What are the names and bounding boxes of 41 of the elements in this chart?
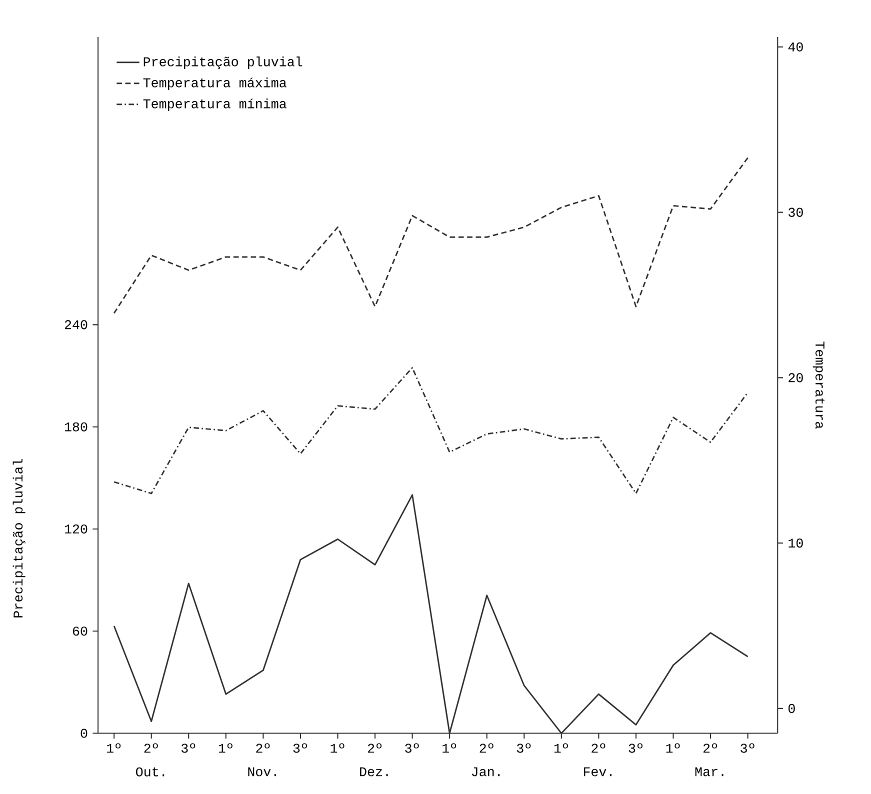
y-tick-label: 60 (72, 626, 88, 636)
x-tick-label: 3º (405, 743, 419, 753)
text: Dez. (360, 767, 388, 776)
x-tick-label: 3º (740, 743, 754, 753)
legend-label: Precipitação pluvial (144, 56, 302, 69)
legend-label: Temperatura mínima (143, 98, 286, 111)
y-axis-title: Precipitação pluvial (12, 458, 26, 618)
text: Fev. (584, 767, 612, 776)
x-tick-label: 2º (480, 743, 494, 753)
y-tick-label: 120 (64, 524, 88, 534)
legend-label: Temperatura máxima (143, 77, 286, 90)
y2-tick-label: 20 (788, 373, 803, 382)
y2-axis-title: Temperatura (812, 341, 825, 429)
y2-tick-label: 30 (788, 208, 803, 217)
line-series (113, 366, 749, 494)
y2-tick-label: 40 (788, 42, 803, 52)
y-tick-label: 180 (64, 422, 88, 432)
text: Out. (136, 767, 164, 776)
x-tick-label: 2º (256, 743, 270, 753)
x-tick-label: 2º (592, 743, 606, 753)
x-tick-label: 1º (554, 743, 568, 753)
x-tick-label: 1º (442, 743, 456, 753)
x-tick-label: 3º (516, 743, 531, 753)
x-tick-label: 2º (368, 743, 382, 753)
x-tick-label: 3º (293, 743, 307, 753)
y2-tick-label: 10 (788, 538, 803, 548)
line-series (113, 156, 749, 314)
text: Nov. (248, 767, 276, 776)
x-tick-label: 1º (107, 743, 121, 753)
text: Mar. (695, 767, 724, 776)
y-tick-label: 0 (80, 728, 88, 738)
x-tick-label: 1º (330, 743, 344, 753)
x-tick-label: 1º (218, 743, 232, 753)
x-tick-label: 3º (181, 743, 196, 753)
text: Jan. (472, 767, 500, 776)
x-tick-label: 2º (703, 743, 718, 753)
x-tick-label: 3º (628, 743, 642, 753)
y-tick-label: 240 (64, 320, 88, 330)
y2-tick-label: 0 (788, 704, 795, 713)
x-tick-label: 2º (144, 743, 158, 753)
x-tick-label: 1º (666, 743, 680, 753)
